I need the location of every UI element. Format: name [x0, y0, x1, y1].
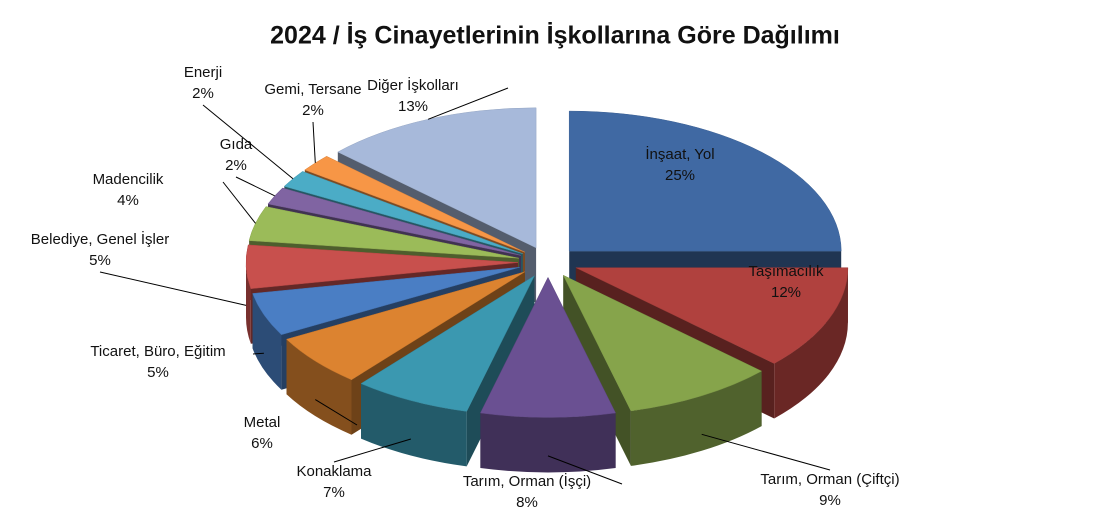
leader-line — [701, 433, 831, 471]
value-label: 2% — [302, 102, 324, 119]
slice — [337, 107, 537, 249]
category-label: Tarım, Orman (Çiftçi) — [760, 471, 899, 488]
value-label: 6% — [251, 435, 273, 452]
slice — [304, 156, 526, 253]
category-label: Diğer İşkolları — [367, 76, 459, 94]
leader-line — [252, 352, 264, 355]
value-label: 2% — [192, 85, 214, 102]
leader-line — [202, 104, 294, 180]
leader-line — [312, 121, 316, 163]
value-label: 5% — [89, 252, 111, 269]
slice — [248, 206, 519, 259]
slice — [480, 276, 616, 418]
pie — [245, 107, 849, 473]
value-label: 2% — [225, 157, 247, 174]
slice — [252, 266, 520, 335]
slice-wall — [246, 262, 251, 344]
value-label: 9% — [819, 492, 841, 509]
slice-wall — [286, 339, 352, 435]
value-label: 8% — [516, 494, 538, 511]
category-label: Tarım, Orman (İşçi) — [463, 472, 591, 490]
slice — [267, 187, 521, 256]
chart-title: 2024 / İş Cinayetlerinin İşkollarına Gör… — [270, 22, 840, 50]
leader-line — [222, 181, 256, 224]
slice — [286, 271, 526, 380]
slice — [562, 274, 763, 412]
slice-wall — [630, 371, 762, 466]
leader-line — [315, 399, 358, 426]
leader-line — [547, 455, 623, 485]
category-label: Metal — [244, 414, 281, 431]
value-label: 4% — [117, 192, 139, 209]
category-label: Belediye, Genel İşler — [31, 230, 169, 248]
value-label: 7% — [323, 484, 345, 501]
category-label: İnşaat, Yol — [645, 145, 714, 163]
category-label: Enerji — [184, 64, 222, 81]
slice — [245, 244, 519, 289]
category-label: Ticaret, Büro, Eğitim — [90, 343, 225, 360]
value-label: 5% — [147, 364, 169, 381]
slice-wall — [252, 293, 282, 390]
category-label: Madencilik — [93, 171, 164, 188]
category-label: Taşımacılık — [748, 263, 824, 280]
value-label: 25% — [665, 167, 695, 184]
slice — [360, 275, 536, 412]
slice-wall — [774, 267, 848, 419]
category-label: Gıda — [220, 136, 253, 153]
leader-line — [235, 176, 275, 197]
leader-line — [99, 271, 247, 306]
value-label: 13% — [398, 98, 428, 115]
slice — [568, 110, 842, 252]
leader-line — [427, 87, 509, 120]
value-label: 12% — [771, 284, 801, 301]
leader-line — [333, 438, 412, 463]
slice — [575, 267, 849, 364]
category-label: Konaklama — [296, 463, 372, 480]
category-label: Gemi, Tersane — [264, 81, 361, 98]
slice-wall — [480, 413, 616, 473]
